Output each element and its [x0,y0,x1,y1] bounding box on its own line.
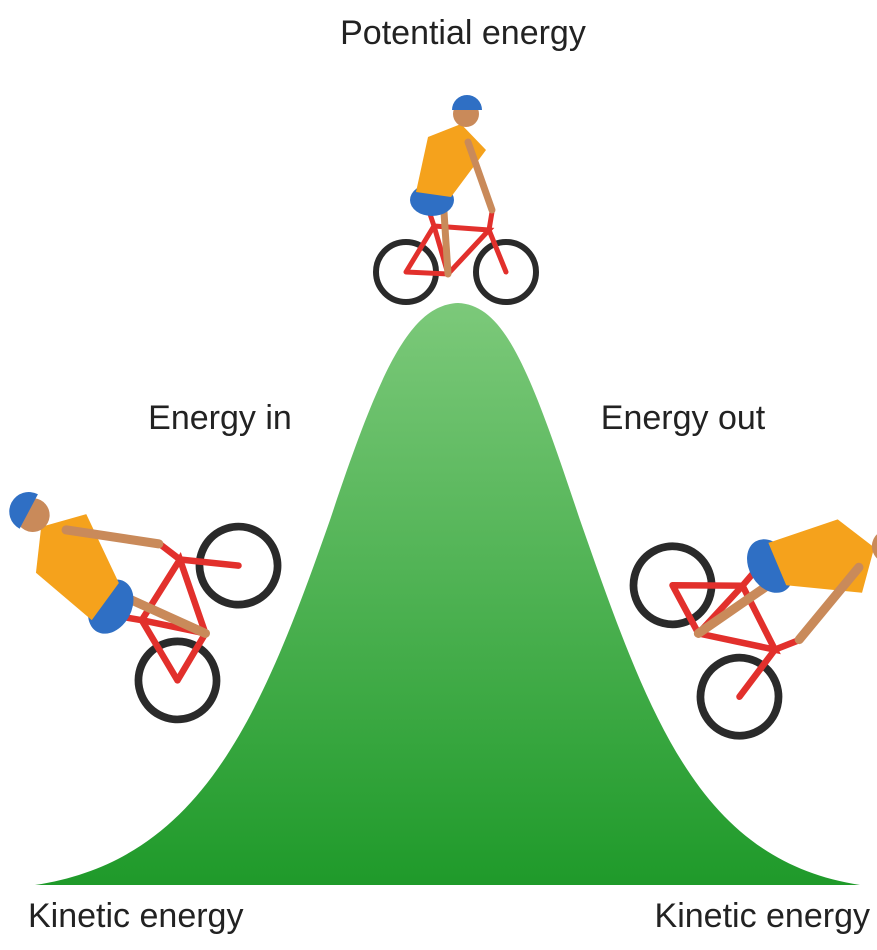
label-energy-in: Energy in [148,399,292,437]
cyclist-right [619,433,877,750]
label-kinetic-right: Kinetic energy [655,897,870,935]
label-kinetic-left: Kinetic energy [28,897,243,935]
label-potential: Potential energy [340,14,586,52]
label-energy-out: Energy out [601,399,766,437]
cyclist-left [0,423,291,733]
diagram: Potential energy Energy in Energy out Ki… [0,0,877,950]
cyclist-top [376,95,536,302]
